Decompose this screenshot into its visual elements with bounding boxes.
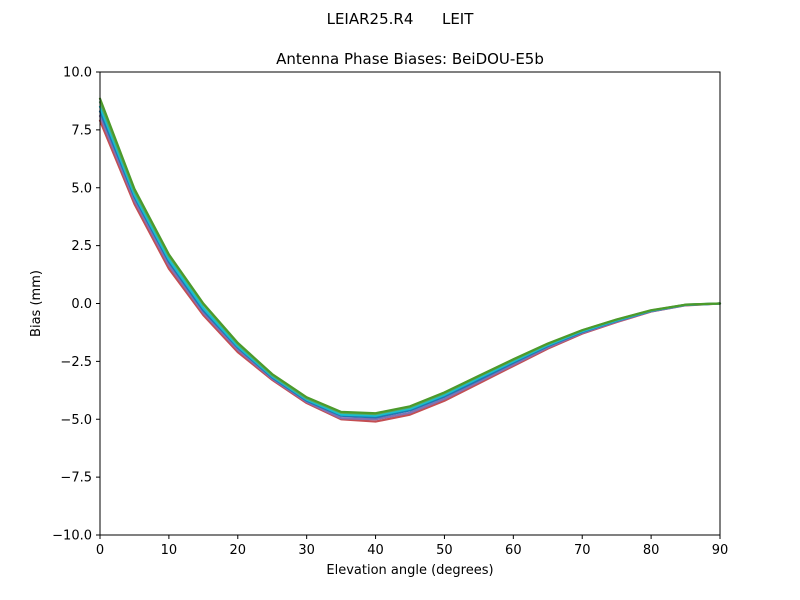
series-layer <box>98 97 722 423</box>
x-tick-label: 90 <box>712 543 729 558</box>
x-tick-label: 80 <box>643 543 660 558</box>
x-tick-label: 0 <box>96 543 104 558</box>
y-tick-label: −7.5 <box>60 471 92 486</box>
y-tick-label: −5.0 <box>60 413 92 428</box>
y-axis-label: Bias (mm) <box>29 270 44 337</box>
chart-title: Antenna Phase Biases: BeiDOU-E5b <box>276 50 544 68</box>
y-tick-label: 2.5 <box>71 239 92 254</box>
series-line-6 <box>98 97 722 415</box>
x-tick-label: 70 <box>574 543 591 558</box>
x-ticks: 0 10 20 30 40 50 60 70 80 90 <box>96 535 728 558</box>
x-tick-label: 10 <box>161 543 178 558</box>
x-tick-label: 40 <box>367 543 384 558</box>
y-tick-label: 10.0 <box>63 66 92 81</box>
x-tick-label: 60 <box>505 543 522 558</box>
y-ticks: −10.0 −7.5 −5.0 −2.5 0.0 2.5 5.0 7.5 10.0 <box>52 66 100 544</box>
y-tick-label: −2.5 <box>60 355 92 370</box>
y-tick-label: −10.0 <box>52 529 92 544</box>
x-tick-label: 30 <box>298 543 315 558</box>
chart-suptitle: LEIAR25.R4 LEIT <box>327 10 475 28</box>
y-tick-label: 0.0 <box>71 297 92 312</box>
y-tick-label: 7.5 <box>71 123 92 138</box>
plot-area: 0 10 20 30 40 50 60 70 80 90 −10.0 −7.5 −5.0 −2.5 0.0… <box>52 66 728 559</box>
x-axis-label: Elevation angle (degrees) <box>326 563 493 578</box>
y-tick-label: 5.0 <box>71 181 92 196</box>
x-tick-label: 50 <box>436 543 453 558</box>
x-tick-label: 20 <box>230 543 247 558</box>
